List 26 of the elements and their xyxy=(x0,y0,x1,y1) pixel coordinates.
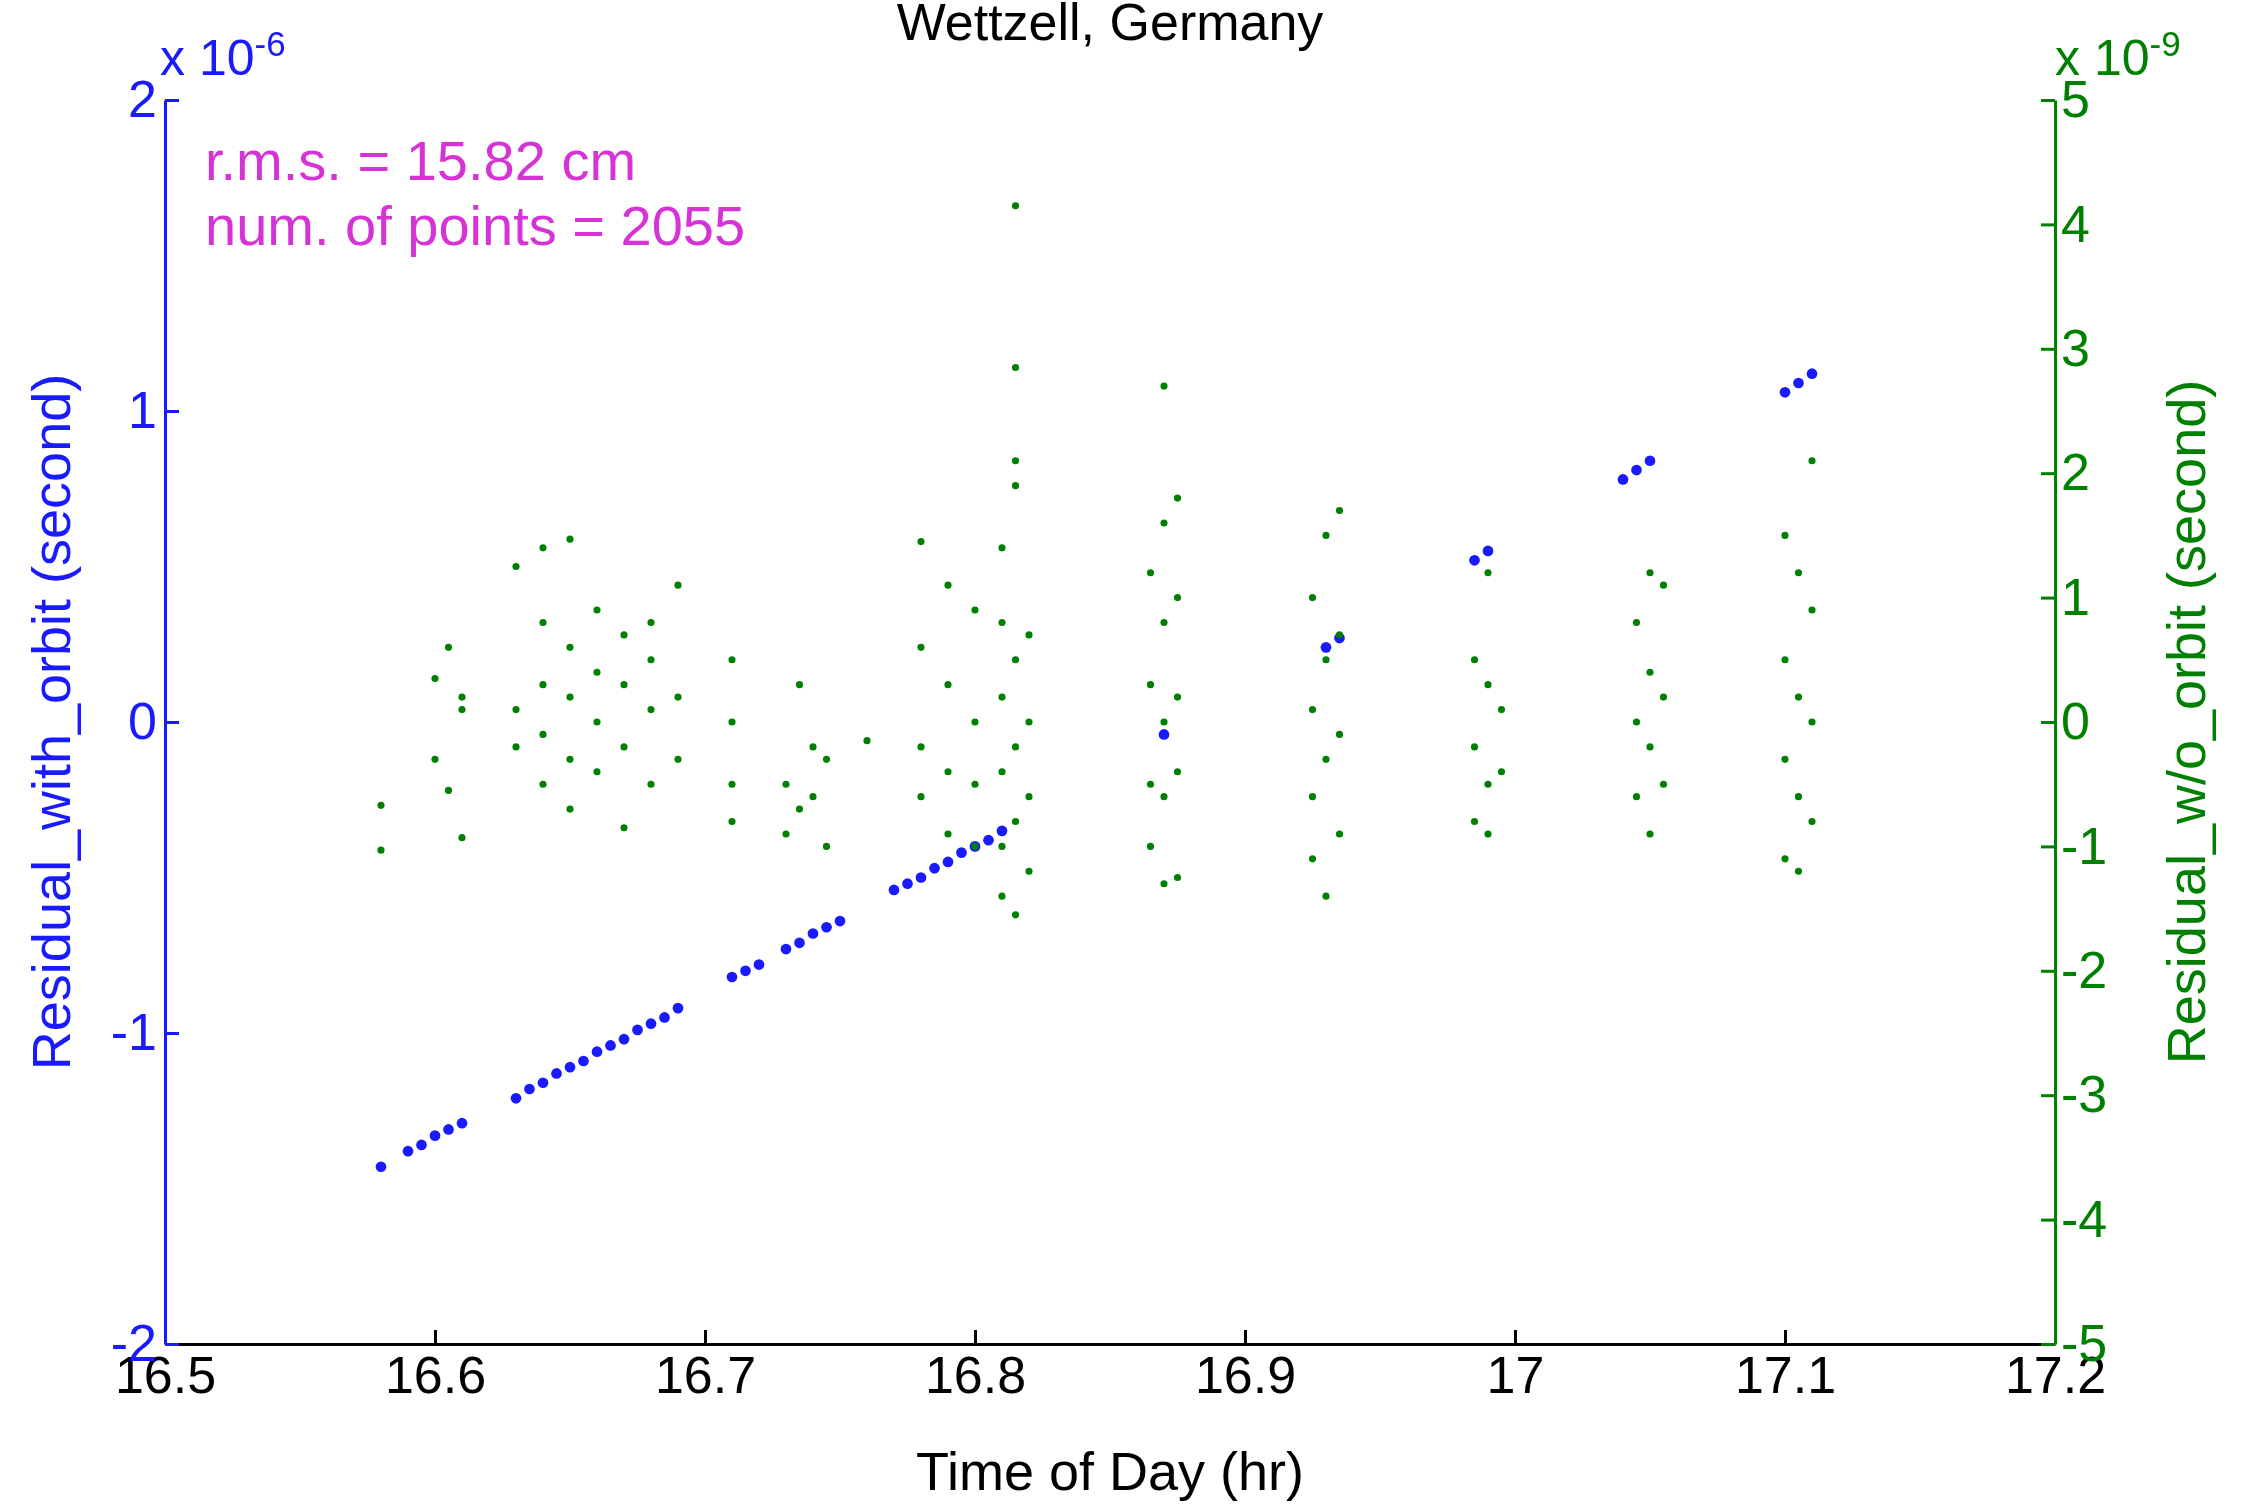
chart-title: Wettzell, Germany xyxy=(896,0,1324,51)
x-tick-label: 16.8 xyxy=(924,1345,1027,1404)
y2-tick-label: -3 xyxy=(2061,1065,2108,1124)
y2-tick-label: -2 xyxy=(2061,940,2108,999)
x-tick-label: 17.1 xyxy=(1734,1345,1837,1404)
y-tick-label: 2 xyxy=(128,70,157,129)
y2-tick-label: -4 xyxy=(2061,1189,2108,1248)
y2-tick-label: 0 xyxy=(2061,692,2090,751)
x-tick-label: 16.9 xyxy=(1194,1345,1297,1404)
text: x 10$^{-6}$ xyxy=(160,23,286,86)
y2-tick-label: 3 xyxy=(2061,318,2090,377)
y2-tick-label: 2 xyxy=(2061,443,2090,502)
x-axis-title: Time of Day (hr) xyxy=(915,1441,1305,1501)
y2-axis-title: Residual_w/o_orbit (second) xyxy=(2156,379,2216,1065)
y-tick-label: -1 xyxy=(110,1003,157,1062)
annotation: r.m.s. = 15.82 cm xyxy=(205,129,637,192)
y2-tick-label: 1 xyxy=(2061,567,2090,626)
y2-tick-label: -1 xyxy=(2061,816,2108,875)
y-axis-title: Residual_with_orbit (second) xyxy=(21,373,81,1071)
y-tick-label: 0 xyxy=(128,692,157,751)
annotation: num. of points = 2055 xyxy=(205,194,746,257)
x-tick-label: 16.7 xyxy=(654,1345,757,1404)
y2-tick-label: 4 xyxy=(2061,194,2090,253)
x-tick-label: 16.6 xyxy=(384,1345,487,1404)
x-tick-label: 17 xyxy=(1486,1345,1545,1404)
y-tick-label: 1 xyxy=(128,381,157,440)
